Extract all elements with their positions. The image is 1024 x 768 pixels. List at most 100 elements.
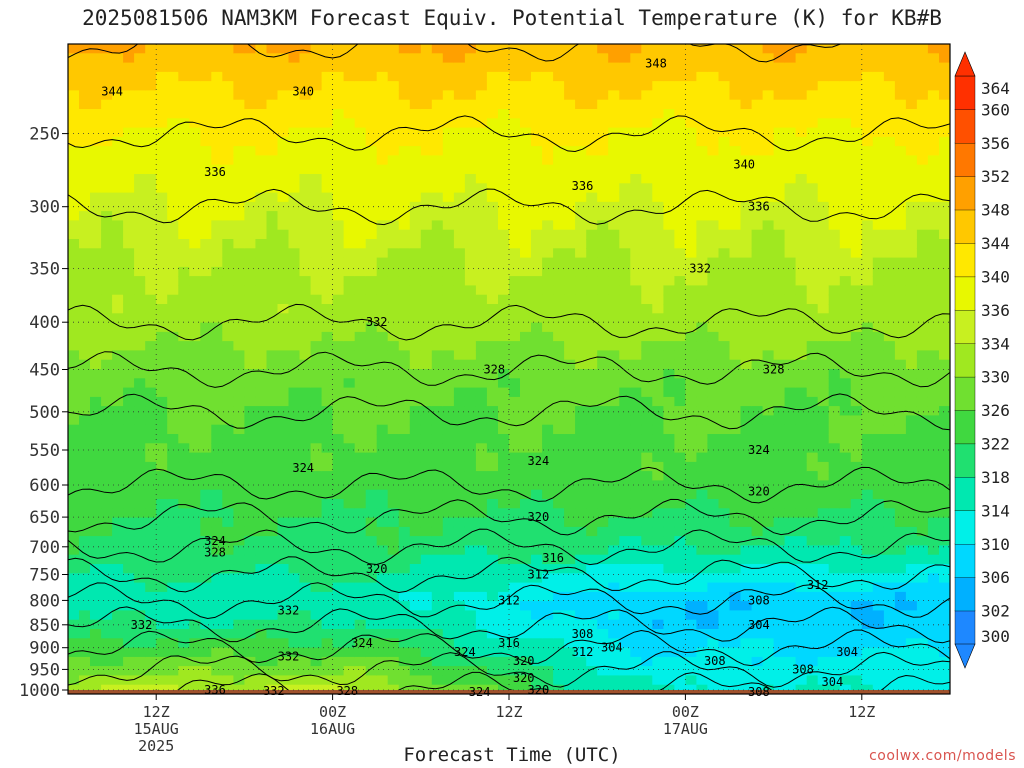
y-tick-label: 650 [29,508,60,528]
contour-label: 332 [689,262,711,276]
colorbar-segment [954,577,976,612]
y-tick-label: 950 [29,660,60,680]
contour-label: 304 [836,645,858,659]
colorbar-top-arrow [954,51,976,77]
contour-label: 320 [513,654,535,668]
contour-line [68,188,950,226]
colorbar-label: 300 [981,627,1010,646]
contour-label: 312 [528,568,550,582]
contour-label: 312 [807,578,829,592]
colorbar-label: 306 [981,568,1010,587]
x-tick-label: 15AUG [134,720,179,738]
contour-label: 328 [204,546,226,560]
contour-label: 320 [366,562,388,576]
colorbar-segment [954,75,976,110]
contour-label: 324 [748,443,770,457]
colorbar-label: 334 [981,334,1010,353]
colorbar-label: 302 [981,602,1010,621]
contour-label: 308 [792,662,814,676]
colorbar-label: 330 [981,368,1010,387]
contour-label: 308 [572,627,594,641]
colorbar-label: 340 [981,268,1010,287]
contour-label: 332 [278,650,300,664]
y-tick-label: 500 [29,403,60,423]
colorbar-label: 322 [981,435,1010,454]
pressure-axis: 250 300 350 400 450 500 550 600 650 700 750 800 850 9… [19,125,68,701]
x-tick-label: 12Z [143,703,170,721]
y-tick-label: 700 [29,538,60,558]
contour-label: 328 [336,684,358,698]
chart-title: 2025081506 NAM3KM Forecast Equiv. Potent… [82,6,942,30]
contour-label: 340 [292,84,314,98]
colorbar-label: 352 [981,167,1010,186]
contour-label: 316 [542,551,564,565]
colorbar-segment [954,510,976,545]
colorbar-segment [954,376,976,411]
terrain-band [68,690,950,694]
colorbar-segment [954,409,976,445]
x-tick-label: 00Z [672,703,699,721]
colorbar-label: 314 [981,501,1010,520]
y-tick-label: 600 [29,476,60,496]
contour-label: 336 [572,179,594,193]
colorbar-label: 360 [981,100,1010,119]
colorbar-label: 344 [981,234,1010,253]
colorbar-label: 310 [981,535,1010,554]
y-tick-label: 350 [29,260,60,280]
y-tick-label: 900 [29,639,60,659]
contour-label: 324 [469,685,491,699]
contour-label: 332 [366,315,388,329]
contour-label: 332 [278,603,300,617]
theta-e-shaded-field [68,44,950,694]
colorbar-segment [954,543,976,578]
contour-line [68,582,950,620]
contour-label: 316 [498,636,520,650]
contour-line [68,651,950,688]
terrain-fill [68,690,950,694]
contour-label: 312 [498,593,520,607]
watermark: coolwx.com/models [869,748,1016,764]
y-tick-label: 800 [29,591,60,611]
contour-label: 336 [748,200,770,214]
contour-line [68,606,950,644]
colorbar-label: 348 [981,201,1010,220]
contour-label: 348 [645,57,667,71]
y-tick-label: 550 [29,441,60,461]
contour-label: 308 [748,685,770,699]
contour-label: 332 [263,684,285,698]
colorbar-segment [954,309,976,344]
contour-label: 324 [204,534,226,548]
contour-label: 320 [513,671,535,685]
contour-label: 324 [292,461,314,475]
contour-label: 308 [748,593,770,607]
colorbar: 300 302 306 310 314 318 322 326 330 334 336 340 344 3… [954,51,1010,669]
grid-lines [68,44,950,694]
colorbar-segment [954,343,976,378]
x-tick-label: 2025 [138,737,174,755]
y-tick-label: 750 [29,566,60,586]
contour-label: 320 [748,485,770,499]
x-tick-label: 12Z [495,703,522,721]
colorbar-segment [954,175,976,211]
colorbar-segment [954,142,976,177]
colorbar-segment [954,443,976,478]
colorbar-segment [954,209,976,244]
colorbar-segment [954,109,976,144]
contour-label: 324 [351,636,373,650]
colorbar-segment [954,610,976,645]
contour-label: 312 [572,645,594,659]
contour-label: 304 [601,641,623,655]
x-tick-label: 00Z [319,703,346,721]
contour-label: 332 [131,618,153,632]
contour-line [68,556,950,594]
contour-label: 304 [822,675,844,689]
contour-label: 328 [483,363,505,377]
y-tick-label: 850 [29,616,60,636]
x-axis-title: Forecast Time (UTC) [403,744,621,766]
contour-label: 320 [528,510,550,524]
contour-label: 344 [101,84,123,98]
y-tick-label: 400 [29,313,60,333]
contour-label: 304 [748,618,770,632]
